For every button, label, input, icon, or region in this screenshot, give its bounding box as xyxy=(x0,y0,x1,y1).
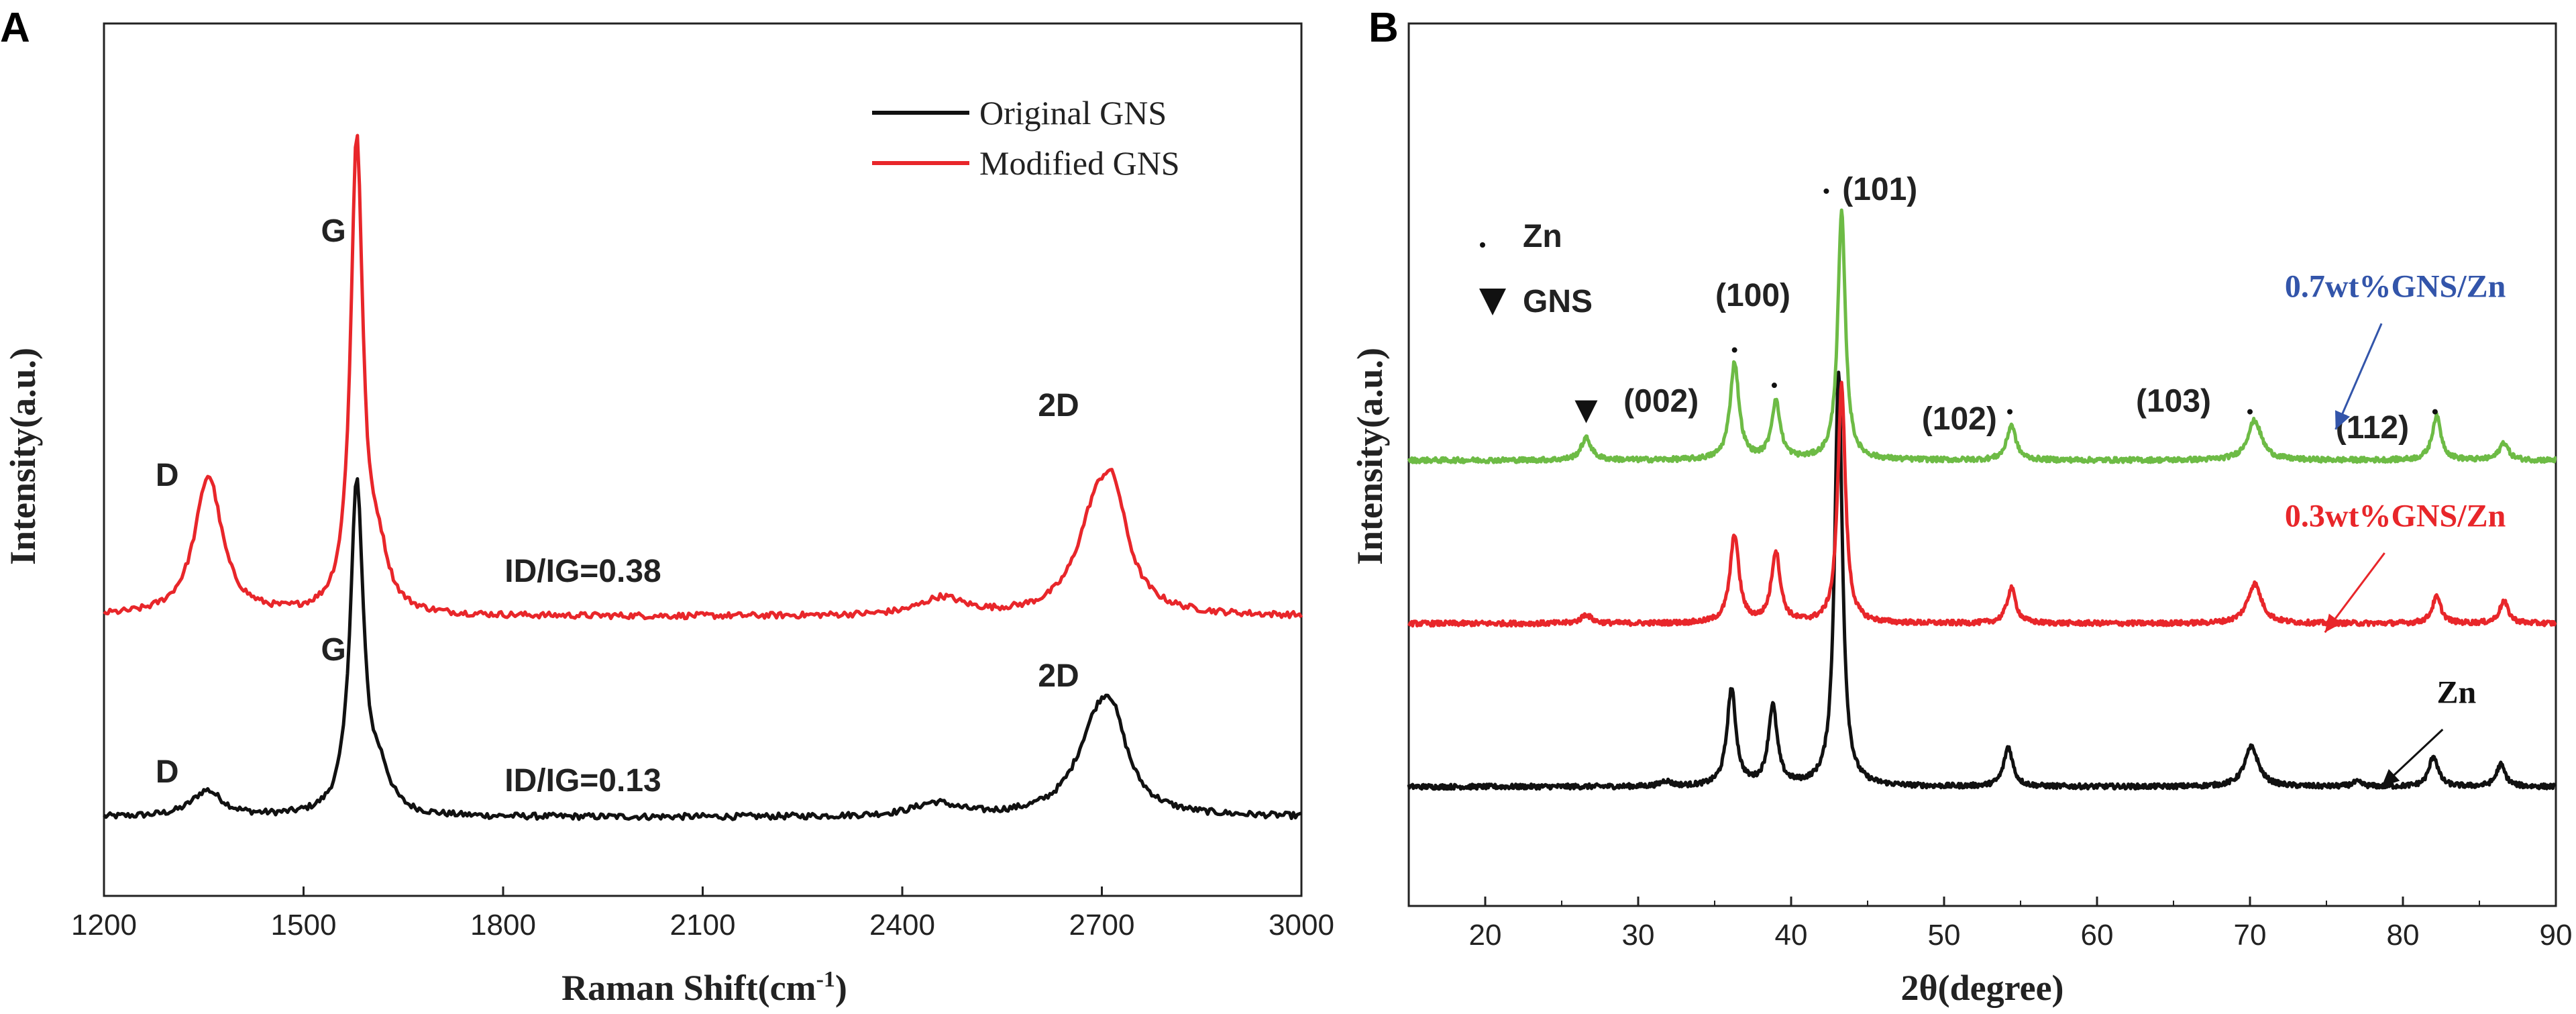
peak-annotation: 2D xyxy=(1038,388,1079,423)
peak-annotation: ID/IG=0.38 xyxy=(504,554,661,589)
x-tick-label: 50 xyxy=(1928,919,1961,952)
x-tick-label: 2400 xyxy=(869,909,935,942)
x-ticks-a: 1200 1500 1800 2100 2400 2700 3000 xyxy=(71,886,1334,942)
sample-label: 0.3wt%GNS/Zn xyxy=(2285,499,2506,534)
plot-frame-b xyxy=(1407,22,2557,907)
sample-label: 0.7wt%GNS/Zn xyxy=(2285,269,2506,305)
peak-annotation: 2D xyxy=(1038,658,1079,694)
legend-label-original: Original GNS xyxy=(979,94,1167,132)
peak-annotation: D xyxy=(156,458,179,493)
arrow-line xyxy=(2334,323,2383,430)
legend-a: Original GNS Modified GNS xyxy=(872,94,1180,182)
legend-label-zn: Zn xyxy=(1523,219,1562,254)
peak-annotation: (102) xyxy=(1922,401,1997,437)
x-tick-label: 70 xyxy=(2234,919,2267,952)
series-line-zn xyxy=(1407,370,2557,791)
legend-zn-dot xyxy=(1480,242,1485,248)
peak-annotation: ID/IG=0.13 xyxy=(504,763,661,799)
x-tick-label: 1200 xyxy=(71,909,137,942)
peak-annotation: D xyxy=(156,754,179,790)
x-tick-label: 2100 xyxy=(670,909,736,942)
series-line-original-gns xyxy=(103,477,1302,821)
series-group-b xyxy=(1407,208,2557,791)
x-tick-label: 20 xyxy=(1469,919,1502,952)
y-axis-title-a: Intensity(a.u.) xyxy=(3,348,43,565)
panel-label-b: B xyxy=(1368,5,1399,51)
x-tick-label: 30 xyxy=(1622,919,1655,952)
x-axis-title-b: 2θ(degree) xyxy=(1900,968,2063,1008)
arrow-head xyxy=(2324,613,2342,633)
legend-gns-triangle xyxy=(1479,289,1506,315)
annotations-b: (002)(100)(101)(102) (103)(112)0.7wt%GNS/… xyxy=(1574,172,2506,788)
peak-annotation: G xyxy=(321,632,345,668)
zn-peak-marker xyxy=(2247,409,2253,415)
peak-annotation: (103) xyxy=(2136,384,2211,419)
zn-peak-marker xyxy=(2007,409,2013,415)
series-line-modified-gns xyxy=(103,134,1303,621)
annotations-a: D G 2D ID/IG=0.38 D G 2D ID/IG=0.13 xyxy=(156,213,1079,799)
peak-annotation: (100) xyxy=(1715,278,1790,313)
x-tick-label: 1500 xyxy=(271,909,337,942)
legend-b: Zn GNS xyxy=(1479,219,1593,319)
arrow-head xyxy=(2335,410,2351,429)
x-ticks-b: 20 30 40 50 60 70 80 90 xyxy=(1408,897,2573,952)
zn-peak-marker xyxy=(1771,383,1777,389)
legend-label-modified: Modified GNS xyxy=(979,144,1180,182)
panel-a: A 1200 1500 1800 2100 2400 2700 3000 D G 2D ID/IG… xyxy=(0,5,1334,1008)
x-tick-label: 3000 xyxy=(1269,909,1334,942)
gns-peak-marker xyxy=(1574,400,1598,423)
peak-annotation: (002) xyxy=(1623,384,1699,419)
y-axis-title-b: Intensity(a.u.) xyxy=(1350,348,1390,565)
peak-annotation: (101) xyxy=(1842,172,1917,207)
zn-peak-marker xyxy=(1731,347,1737,353)
panel-b: B 20 30 40 50 60 70 80 90 (002) (100) (101) (102) (… xyxy=(1350,5,2572,1008)
x-tick-label: 40 xyxy=(1775,919,1808,952)
series-group-a xyxy=(103,134,1303,821)
peak-annotation: G xyxy=(321,213,345,249)
panel-label-a: A xyxy=(0,5,30,51)
series-line-0-3wt-gns-zn xyxy=(1407,381,2557,628)
arrow-head xyxy=(2381,768,2400,787)
x-tick-label: 60 xyxy=(2081,919,2114,952)
legend-label-gns: GNS xyxy=(1523,284,1593,319)
sample-label: Zn xyxy=(2436,675,2476,711)
x-tick-label: 2700 xyxy=(1069,909,1135,942)
zn-peak-marker xyxy=(1823,188,1829,194)
x-tick-label: 80 xyxy=(2387,919,2420,952)
zn-peak-marker xyxy=(2432,409,2438,415)
x-axis-title-a: Raman Shift(cm-1) xyxy=(561,967,847,1008)
series-line-0-7wt-gns-zn xyxy=(1407,208,2557,464)
x-tick-label: 90 xyxy=(2540,919,2573,952)
x-tick-label: 1800 xyxy=(470,909,536,942)
